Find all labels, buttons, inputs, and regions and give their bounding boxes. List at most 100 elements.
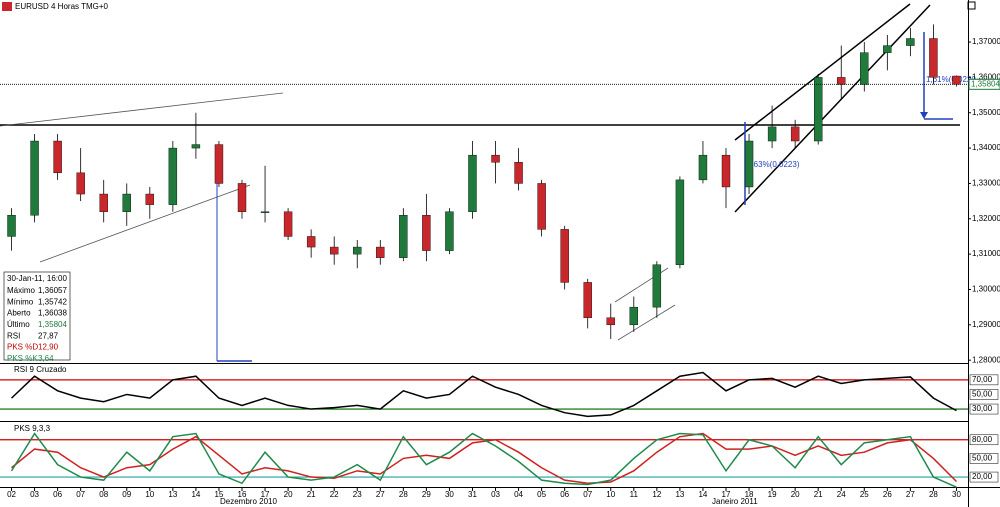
tick-label-box xyxy=(969,434,999,446)
month-label: Janeiro 2011 xyxy=(712,497,758,506)
x-tick-label: 23 xyxy=(353,490,362,499)
info-label: Máximo xyxy=(7,286,36,295)
candle-body xyxy=(122,193,131,212)
candle-body xyxy=(860,52,869,85)
candle-body xyxy=(30,140,39,216)
candle-body xyxy=(906,38,915,46)
y-tick-label: 1,29000 xyxy=(972,320,1000,329)
tick-label-box xyxy=(969,403,999,415)
tick-label-box xyxy=(969,374,999,386)
candle-body xyxy=(168,147,178,205)
y-tick-label: 50,00 xyxy=(972,390,993,399)
x-tick-label: 31 xyxy=(468,490,477,499)
candle-body xyxy=(837,77,846,85)
candle-body xyxy=(606,317,615,326)
candle-body xyxy=(491,154,500,163)
x-tick-label: 24 xyxy=(837,490,846,499)
candle-body xyxy=(237,183,247,212)
y-tick-label: 1,34000 xyxy=(972,143,1000,152)
info-value: 3,64 xyxy=(38,354,54,363)
x-tick-label: 10 xyxy=(145,490,154,499)
info-value: 1,35742 xyxy=(38,297,67,306)
candle-body xyxy=(399,215,408,258)
x-tick-label: 05 xyxy=(537,490,546,499)
info-label: Aberto xyxy=(7,309,31,318)
x-tick-label: 17 xyxy=(722,490,731,499)
x-tick-label: 09 xyxy=(122,490,131,499)
x-tick-label: 14 xyxy=(191,490,200,499)
info-label: Último xyxy=(7,320,30,329)
candle-body xyxy=(76,172,85,195)
x-tick-label: 30 xyxy=(445,490,454,499)
info-value: 1,36057 xyxy=(38,286,67,295)
x-tick-label: 28 xyxy=(399,490,408,499)
candle-body xyxy=(767,126,777,142)
x-tick-label: 27 xyxy=(906,490,915,499)
tick-label-box xyxy=(969,453,999,464)
indicator-line xyxy=(11,371,957,418)
x-tick-label: 15 xyxy=(214,490,223,499)
symbol-icon xyxy=(2,2,12,11)
y-tick-label: 70,00 xyxy=(972,375,993,384)
tick-label-box xyxy=(969,471,999,483)
candle-body xyxy=(353,246,362,255)
x-tick-label: 25 xyxy=(860,490,869,499)
x-tick-label: 18 xyxy=(745,490,754,499)
x-tick-label: 21 xyxy=(307,490,316,499)
candle-body xyxy=(445,211,454,251)
info-label: RSI xyxy=(7,331,20,340)
candle-body xyxy=(675,179,685,265)
info-label: PKS %K xyxy=(7,354,38,363)
info-date: 30-Jan-11, 16:00 xyxy=(7,274,67,283)
x-tick-label: 20 xyxy=(791,490,800,499)
x-tick-label: 03 xyxy=(491,490,500,499)
annotation: 1,63%(0,0223) xyxy=(747,160,800,169)
candle-body xyxy=(514,162,523,184)
x-tick-label: 21 xyxy=(814,490,823,499)
x-tick-label: 28 xyxy=(929,490,938,499)
x-tick-label: 10 xyxy=(606,490,615,499)
tick-label-box xyxy=(969,389,999,400)
candle-body xyxy=(813,77,823,142)
y-tick-label: 1,30000 xyxy=(972,285,1000,294)
candle-body xyxy=(537,183,546,230)
arrow-head xyxy=(920,112,928,119)
month-label: Dezembro 2010 xyxy=(220,497,277,506)
x-tick-label: 02 xyxy=(7,490,16,499)
candle-body xyxy=(629,306,639,326)
candle-body xyxy=(790,126,800,142)
x-tick-label: 06 xyxy=(560,490,569,499)
x-tick-label: 13 xyxy=(168,490,177,499)
candle-body xyxy=(422,215,431,251)
info-box xyxy=(3,271,71,361)
x-tick-label: 07 xyxy=(583,490,592,499)
x-tick-label: 17 xyxy=(261,490,270,499)
candle-body xyxy=(145,193,155,205)
x-tick-label: 06 xyxy=(53,490,62,499)
candle-body xyxy=(583,282,592,318)
chart-title: EURUSD 4 Horas TMG+0 xyxy=(15,2,109,11)
x-tick-label: 14 xyxy=(698,490,707,499)
info-label: PKS %D xyxy=(7,343,38,352)
annotation: 1,61%(0,0220 xyxy=(926,75,976,84)
candle-body xyxy=(744,140,754,188)
info-value: 1,36038 xyxy=(38,309,67,318)
x-tick-label: 27 xyxy=(376,490,385,499)
x-tick-label: 20 xyxy=(284,490,293,499)
info-value: 12,90 xyxy=(38,343,59,352)
channel-line xyxy=(734,3,911,141)
y-tick-label: 80,00 xyxy=(972,435,993,444)
y-tick-label: 50,00 xyxy=(972,454,993,463)
candle-body xyxy=(468,154,477,212)
x-tick-label: 08 xyxy=(99,490,108,499)
channel-line xyxy=(617,304,676,341)
y-tick-label: 1,32000 xyxy=(972,214,1000,223)
last-price-box xyxy=(968,78,1000,90)
x-tick-label: 29 xyxy=(422,490,431,499)
trend-line xyxy=(39,184,251,263)
y-tick-label: 1,36000 xyxy=(972,73,1000,82)
x-tick-label: 22 xyxy=(330,490,339,499)
last-price-label: 1,35804 xyxy=(971,79,1000,88)
x-tick-label: 04 xyxy=(514,490,523,499)
